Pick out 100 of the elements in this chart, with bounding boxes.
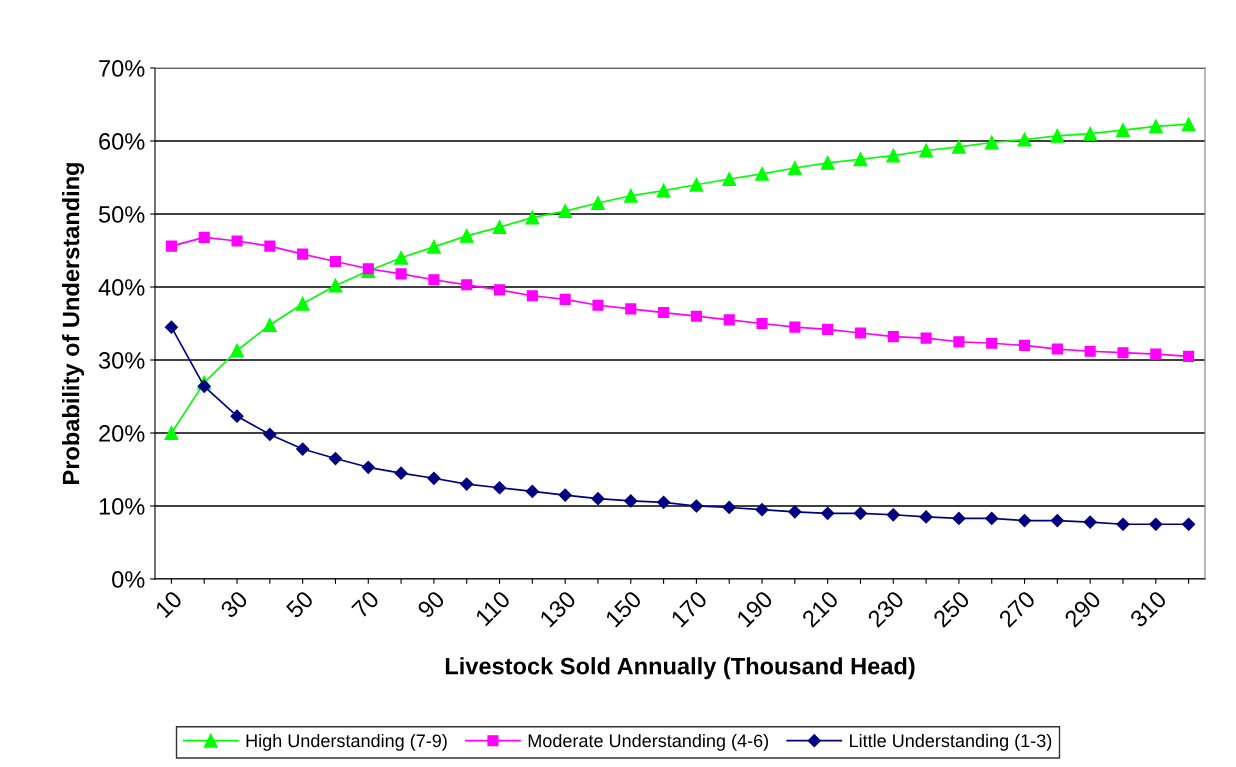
point (951, 139, 966, 154)
point (558, 204, 573, 219)
point (953, 336, 965, 348)
point (525, 210, 540, 225)
point (625, 303, 637, 315)
point (197, 379, 211, 393)
point (592, 299, 604, 311)
point (1182, 517, 1196, 531)
point (297, 248, 309, 260)
point (755, 503, 769, 517)
y-tick-label: 60% (99, 133, 145, 150)
point (658, 306, 670, 319)
point (1149, 517, 1163, 531)
point (1083, 126, 1098, 141)
point (591, 492, 605, 506)
point (1083, 515, 1097, 529)
point (1017, 132, 1032, 147)
point (231, 235, 243, 247)
point (295, 296, 310, 311)
point (165, 240, 177, 252)
point (328, 278, 343, 293)
x-tick-label: 270 (997, 589, 1037, 628)
y-tick-label: 30% (98, 352, 145, 369)
x-tick-label: 130 (539, 589, 577, 628)
point (1116, 123, 1130, 137)
y-tick-label: 70% (99, 60, 145, 77)
x-tick-label: 290 (1063, 589, 1102, 628)
x-tick-label: 250 (932, 589, 971, 628)
point (230, 409, 244, 423)
point (689, 499, 703, 513)
point (394, 466, 408, 480)
y-tick-label: 0% (112, 571, 145, 588)
point (1084, 345, 1096, 357)
point (1116, 517, 1130, 531)
y-tick-label: 50% (98, 206, 145, 223)
point (459, 228, 474, 243)
legend-label: Moderate Understanding (4-6) (528, 733, 769, 751)
point (559, 293, 571, 305)
point (1117, 347, 1129, 359)
point (361, 460, 375, 474)
x-tick-label: 230 (866, 589, 905, 628)
point (789, 321, 801, 333)
point (591, 196, 605, 210)
point (886, 508, 900, 522)
point (755, 166, 769, 181)
point (920, 332, 932, 344)
point (853, 506, 868, 520)
point (1183, 350, 1195, 362)
point (558, 488, 572, 502)
x-axis-title: Livestock Sold Annually (Thousand Head) (445, 657, 915, 680)
point (1018, 339, 1031, 351)
point (525, 484, 539, 498)
point (984, 135, 999, 150)
point (657, 495, 671, 509)
point (1148, 119, 1163, 134)
point (526, 290, 538, 302)
point (624, 494, 638, 508)
point (230, 343, 244, 358)
x-tick-label: 310 (1129, 589, 1168, 629)
legend-label: Little Understanding (1-3) (850, 733, 1052, 751)
point (656, 183, 671, 198)
point (820, 155, 835, 170)
point (623, 188, 638, 203)
point (198, 231, 210, 243)
x-tick-label: 190 (735, 589, 774, 628)
x-tick-label: 210 (801, 589, 840, 628)
point (787, 161, 802, 175)
point (821, 506, 835, 520)
y-tick-label: 10% (99, 498, 145, 515)
point (1050, 514, 1064, 528)
point (952, 511, 966, 525)
x-tick-label: 110 (474, 589, 512, 627)
point (164, 320, 178, 334)
x-tick-label: 30 (219, 589, 249, 619)
point (1050, 128, 1065, 143)
x-tick-label: 10 (154, 589, 184, 619)
point (919, 143, 934, 158)
point (722, 500, 736, 515)
y-tick-label: 20% (99, 425, 145, 442)
point (329, 255, 342, 268)
point (428, 274, 440, 286)
point (689, 177, 704, 192)
x-tick-label: 150 (604, 589, 643, 628)
point (426, 239, 441, 254)
point (328, 451, 343, 466)
point (262, 318, 277, 332)
x-tick-label: 50 (285, 589, 315, 619)
point (460, 477, 474, 491)
point (723, 314, 735, 326)
point (264, 240, 276, 252)
point (263, 427, 277, 442)
point (722, 172, 737, 186)
point (461, 279, 473, 291)
point (986, 337, 998, 349)
point (1181, 117, 1196, 132)
point (492, 220, 507, 235)
point (164, 426, 179, 440)
legend-label: High Understanding (7-9) (246, 733, 447, 751)
point (427, 471, 441, 485)
point (854, 327, 867, 339)
